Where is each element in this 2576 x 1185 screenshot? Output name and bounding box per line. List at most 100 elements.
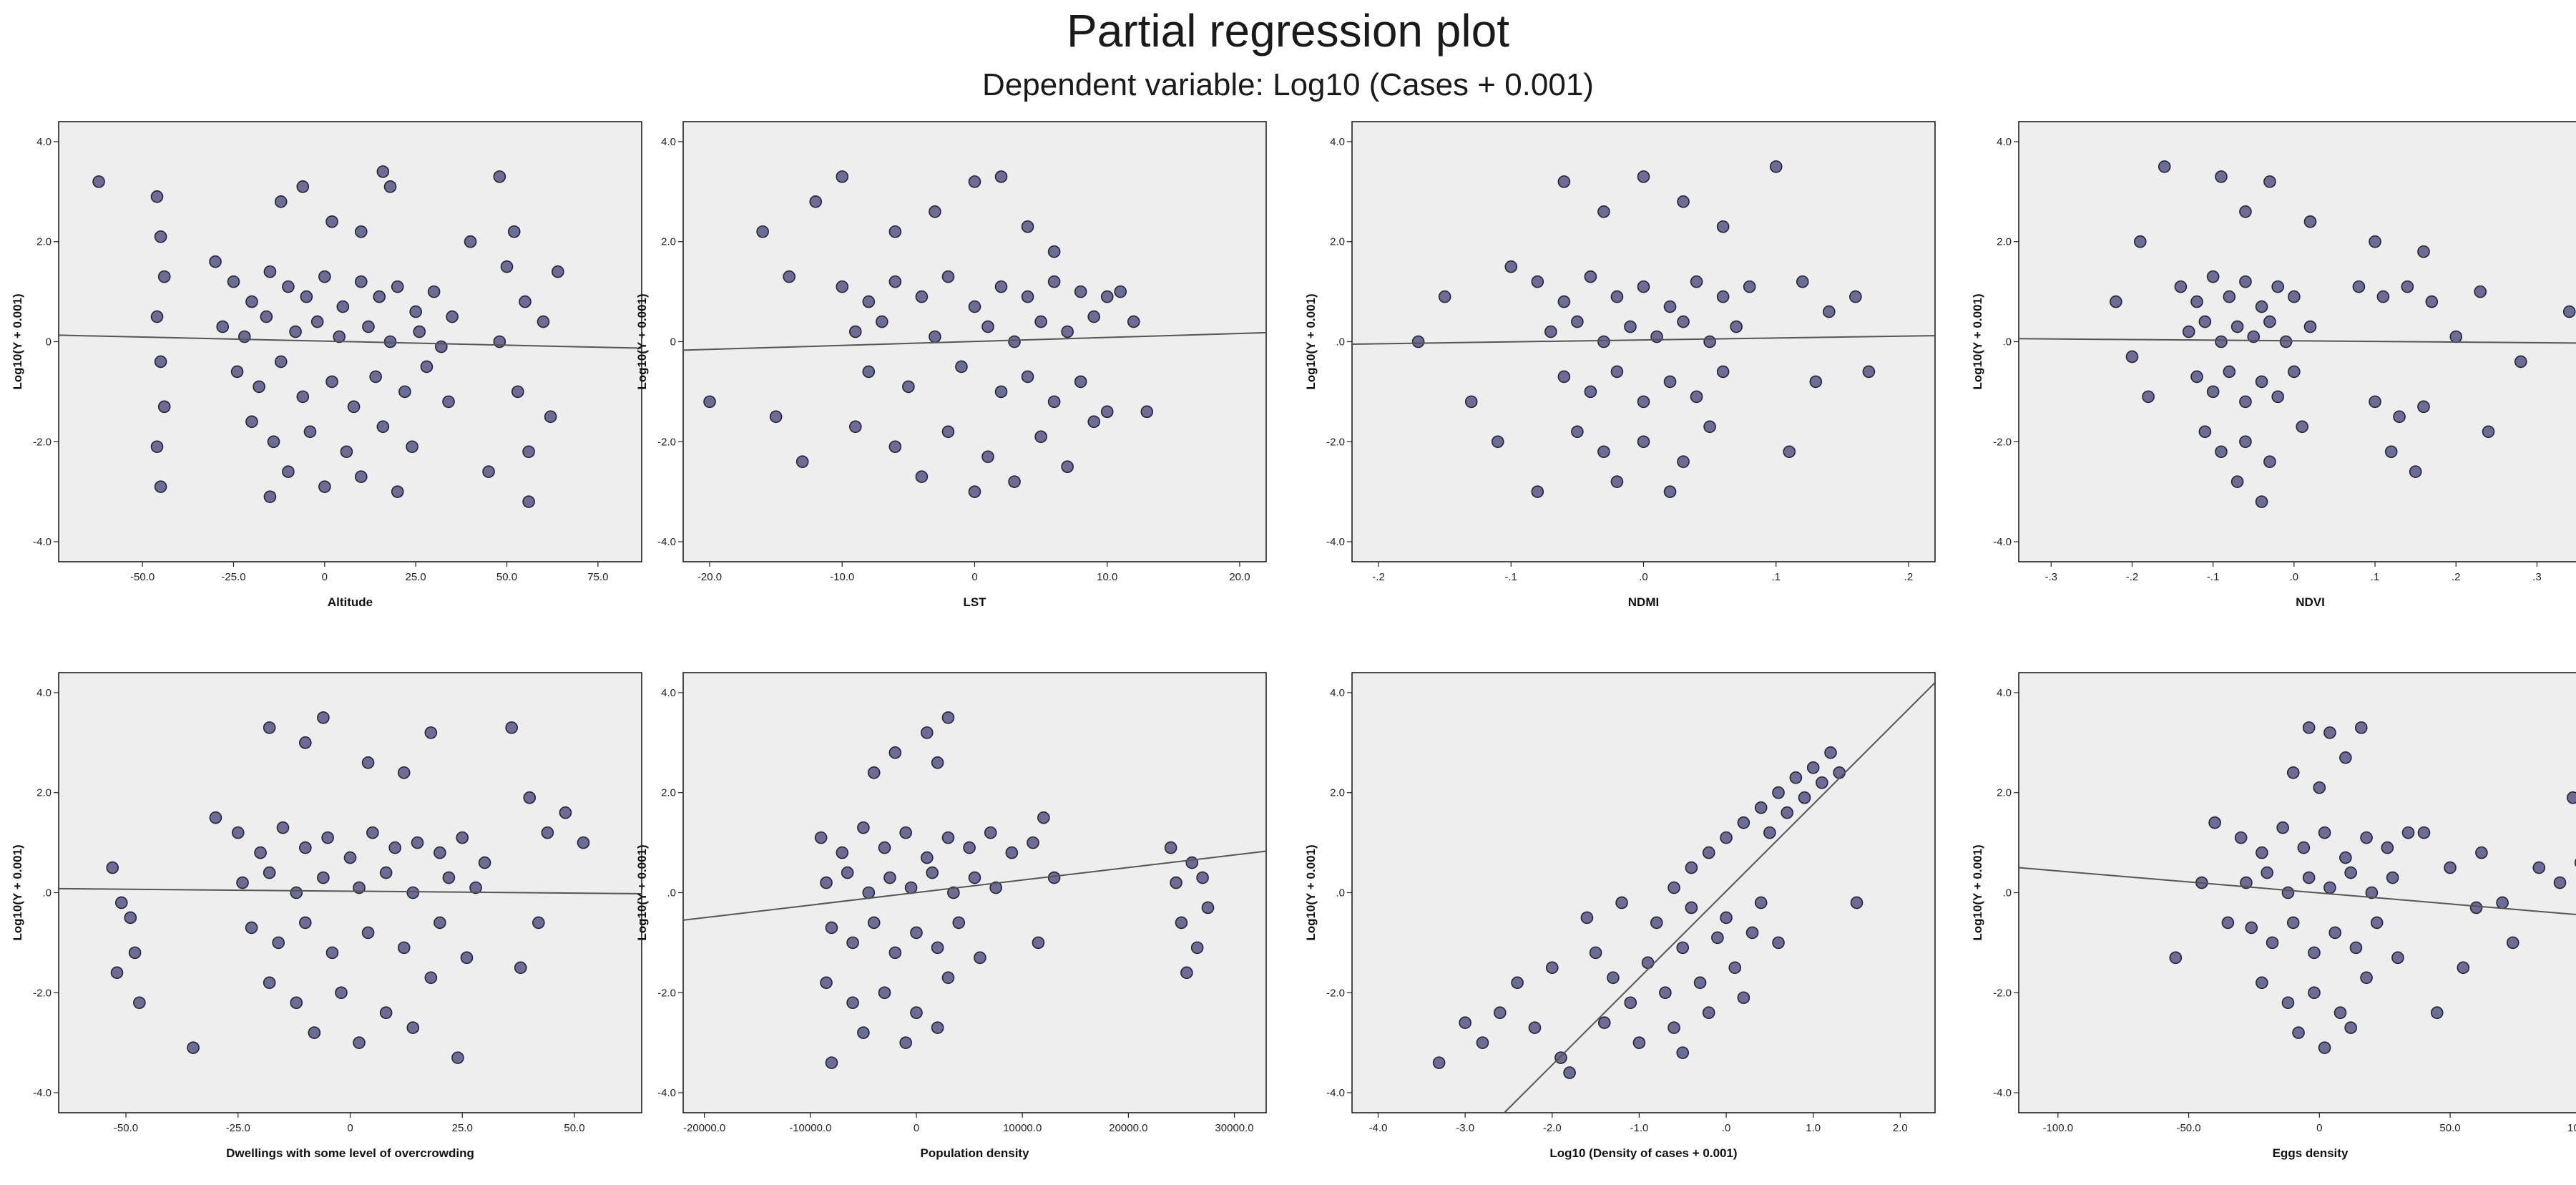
data-point (783, 270, 795, 283)
x-tick-label: -10000.0 (789, 1122, 831, 1134)
data-point (2279, 335, 2293, 348)
y-tick-label: -4.0 (1993, 1087, 2012, 1099)
data-point (955, 360, 968, 374)
data-point (2276, 821, 2289, 834)
data-point (282, 280, 295, 293)
y-axis-label: Log10(Y + 0.001) (1971, 293, 1984, 389)
y-tick-label: .0 (1336, 887, 1345, 899)
scatter-panel-2: 4.0 2.0 0 -2.0 -4.0 -20.0 -10.0 0 10.0 20.0 LST Log… (635, 121, 1267, 609)
data-point (899, 826, 912, 839)
x-tick-label: 20.0 (1229, 571, 1250, 583)
data-point (299, 916, 312, 930)
data-point (406, 886, 420, 899)
plot-content (683, 170, 1266, 498)
y-axis-label: Log10(Y + 0.001) (1304, 844, 1318, 940)
data-point (559, 806, 572, 819)
data-point (299, 736, 312, 749)
x-tick-label: -2.0 (1543, 1122, 1562, 1134)
data-point (1754, 896, 1768, 910)
data-point (2182, 325, 2195, 338)
data-point (209, 255, 222, 268)
data-point (941, 971, 955, 985)
data-point (899, 1036, 912, 1049)
data-point (981, 450, 994, 464)
data-point (2417, 400, 2430, 414)
data-point (2230, 320, 2244, 333)
data-point (825, 921, 838, 935)
y-tick-label: 0 (670, 336, 676, 348)
data-point (133, 996, 146, 1010)
fit-line (59, 334, 642, 349)
data-point (434, 916, 446, 930)
data-point (910, 1006, 923, 1020)
data-point (544, 410, 557, 424)
x-tick-label: 75.0 (587, 571, 608, 583)
data-point (921, 726, 934, 739)
data-point (1641, 956, 1655, 970)
data-point (2417, 826, 2431, 839)
data-point (442, 871, 456, 884)
data-point (1637, 280, 1650, 293)
data-point (1824, 746, 1837, 759)
data-point (290, 886, 303, 899)
y-tick-label: 2.0 (1330, 236, 1345, 248)
data-point (2333, 1006, 2347, 1020)
data-point (2215, 170, 2228, 183)
data-point (2206, 270, 2220, 283)
data-point (267, 435, 280, 449)
data-point (347, 400, 361, 414)
x-tick-label: .0 (2290, 571, 2299, 583)
y-tick-label: -2.0 (1326, 987, 1345, 999)
data-point (446, 310, 459, 323)
y-tick-label: 4.0 (661, 687, 676, 699)
data-point (1737, 816, 1750, 829)
x-tick-label: .0 (1722, 1122, 1731, 1134)
data-point (836, 280, 849, 293)
data-point (321, 831, 334, 844)
data-point (1411, 335, 1425, 348)
data-point (1114, 285, 1127, 298)
data-point (1047, 395, 1061, 409)
data-point (2206, 385, 2220, 399)
data-point (2360, 831, 2373, 844)
x-tick-label: -50.0 (130, 571, 155, 583)
data-point (2223, 290, 2236, 303)
data-point (1607, 971, 1620, 985)
data-point (888, 225, 902, 238)
data-point (2297, 841, 2311, 854)
data-point (2256, 976, 2268, 990)
data-point (397, 766, 411, 779)
data-point (2308, 986, 2321, 1000)
data-point (2553, 876, 2567, 889)
data-point (2308, 946, 2321, 960)
data-point (1008, 475, 1021, 488)
data-point (1047, 275, 1061, 288)
data-point (915, 470, 929, 483)
x-tick-label: 25.0 (452, 1122, 473, 1134)
data-point (541, 826, 554, 839)
data-point (1809, 375, 1823, 389)
data-point (236, 876, 249, 889)
data-point (1021, 370, 1034, 384)
plot-content (59, 165, 642, 508)
data-point (366, 826, 379, 839)
data-point (325, 215, 338, 228)
data-point (2457, 961, 2470, 975)
data-point (941, 425, 955, 439)
data-point (1677, 315, 1690, 328)
data-point (353, 1036, 366, 1049)
data-point (994, 170, 1008, 183)
data-point (478, 856, 491, 869)
data-point (2174, 280, 2188, 293)
x-tick-label: 10.0 (1097, 571, 1117, 583)
y-tick-label: -2.0 (1993, 987, 2012, 999)
data-point (340, 445, 353, 459)
data-point (814, 831, 828, 844)
data-point (1685, 861, 1698, 874)
data-point (1610, 290, 1624, 303)
data-point (974, 951, 986, 965)
data-point (2313, 781, 2326, 794)
data-point (963, 841, 976, 854)
scatter-panel-5: 4.0 2.0 .0 -2.0 -4.0 -50.0 -25.0 0 25.0 50.0 Dwell… (11, 672, 642, 1160)
